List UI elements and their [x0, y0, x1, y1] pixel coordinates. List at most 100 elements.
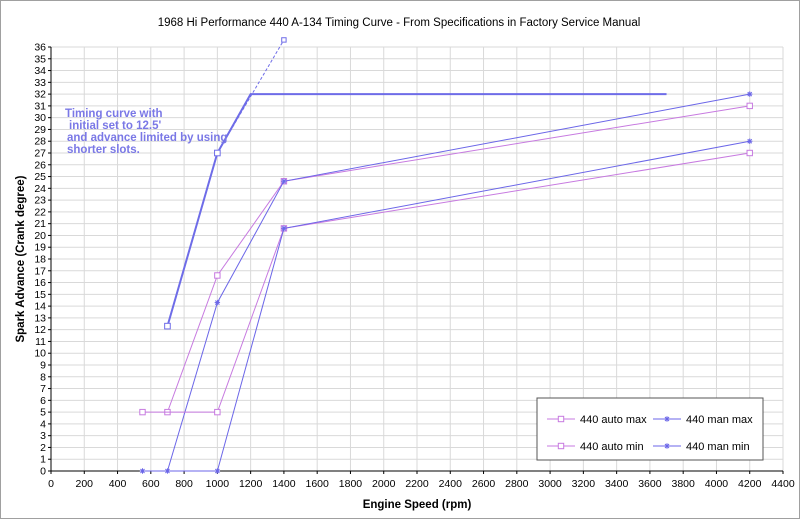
- y-tick-label: 24: [34, 183, 46, 195]
- x-tick-label: 3800: [672, 478, 696, 490]
- data-point-440-man-max: [281, 178, 287, 184]
- series-440-man-max: [164, 91, 753, 474]
- series-line-440-man-min: [142, 140, 750, 472]
- custom-curve-point: [214, 149, 221, 157]
- y-tick-label: 7: [40, 383, 46, 395]
- legend-marker: [664, 443, 670, 449]
- x-tick-label: 0: [48, 478, 54, 490]
- y-tick-label: 33: [34, 77, 46, 89]
- annotation-line: and advance limited by using: [67, 132, 227, 144]
- y-tick-label: 15: [34, 289, 46, 301]
- x-tick-label: 1000: [206, 478, 230, 490]
- y-tick-label: 27: [34, 148, 46, 160]
- x-tick-label: 800: [175, 478, 193, 490]
- x-tick-label: 2800: [505, 478, 529, 490]
- y-tick-label: 31: [34, 100, 46, 112]
- y-tick-label: 12: [34, 324, 46, 336]
- y-tick-label: 21: [34, 218, 46, 230]
- y-tick-label: 20: [34, 230, 46, 242]
- y-tick-label: 30: [34, 112, 46, 124]
- x-tick-label: 4400: [771, 478, 795, 490]
- y-tick-label: 0: [40, 466, 46, 478]
- y-tick-label: 32: [34, 89, 46, 101]
- y-tick-label: 5: [40, 407, 46, 419]
- data-point-440-auto-max: [214, 272, 221, 279]
- legend: 440 auto max 440 man max 440 auto min 440 m…: [536, 397, 764, 461]
- y-tick-label: 11: [35, 336, 46, 348]
- y-tick-label: 23: [34, 195, 46, 207]
- x-tick-label: 1400: [272, 478, 296, 490]
- legend-label: 440 auto max: [580, 414, 647, 426]
- custom-curve-point: [164, 322, 171, 330]
- y-tick-label: 10: [34, 348, 46, 360]
- legend-item-440-man-min: 440 man min: [653, 441, 750, 453]
- y-tick-label: 35: [34, 53, 46, 65]
- y-tick-label: 22: [34, 206, 46, 218]
- series-line-440-man-max: [166, 93, 750, 472]
- x-tick-label: 3600: [638, 478, 662, 490]
- data-point-440-man-min: [281, 225, 287, 232]
- y-axis-ticks: 0123456789101112131415161718192021222324…: [34, 42, 51, 478]
- x-tick-label: 2200: [405, 478, 429, 490]
- y-tick-label: 16: [34, 277, 46, 289]
- annotation-line: initial set to 12.5': [69, 120, 161, 132]
- y-axis-label: Spark Advance (Crank degree): [15, 175, 27, 342]
- x-tick-label: 1800: [339, 478, 363, 490]
- y-tick-label: 6: [40, 395, 46, 407]
- legend-item-440-man-max: 440 man max: [653, 414, 753, 426]
- legend-label: 440 man max: [686, 414, 753, 426]
- data-point-440-auto-max: [746, 102, 753, 110]
- custom-curve-layer: [164, 37, 667, 330]
- y-tick-label: 34: [34, 65, 46, 77]
- data-point-440-man-min: [747, 138, 753, 144]
- legend-marker: [664, 416, 670, 422]
- y-tick-label: 3: [40, 430, 46, 442]
- x-tick-label: 2600: [472, 478, 496, 490]
- legend-item-440-auto-min: 440 auto min: [547, 441, 644, 453]
- legend-marker: [557, 415, 565, 423]
- data-point-440-auto-min: [214, 408, 221, 416]
- legend-box: [536, 397, 764, 461]
- legend-item-440-auto-max: 440 auto max: [547, 414, 647, 426]
- annotation-line: shorter slots.: [67, 144, 140, 156]
- x-tick-label: 3400: [605, 478, 629, 490]
- data-point-440-man-max: [214, 299, 221, 306]
- annotation-text: Timing curve with initial set to 12.5'an…: [65, 108, 227, 156]
- y-tick-label: 28: [34, 136, 46, 148]
- y-tick-label: 8: [40, 371, 46, 383]
- y-tick-label: 13: [34, 312, 46, 324]
- y-tick-label: 14: [34, 301, 46, 313]
- x-tick-label: 400: [109, 478, 127, 490]
- custom-curve-line: [166, 93, 667, 327]
- x-tick-label: 3200: [572, 478, 596, 490]
- x-tick-label: 2400: [439, 478, 463, 490]
- data-point-440-auto-min: [746, 149, 753, 157]
- y-tick-label: 18: [34, 254, 46, 266]
- x-axis-label: Engine Speed (rpm): [363, 499, 472, 511]
- y-tick-label: 29: [34, 124, 46, 136]
- data-point-440-man-min: [139, 468, 146, 474]
- y-tick-label: 25: [34, 171, 46, 183]
- x-tick-label: 1600: [306, 478, 330, 490]
- series-440-man-min: [139, 138, 753, 474]
- y-tick-label: 19: [34, 242, 46, 254]
- data-point-440-auto-min: [139, 408, 146, 416]
- x-tick-label: 600: [142, 478, 160, 490]
- y-tick-label: 4: [40, 418, 46, 430]
- data-point-440-man-min: [214, 468, 221, 474]
- data-point-440-man-max: [747, 91, 753, 97]
- y-tick-label: 26: [34, 159, 46, 171]
- legend-label: 440 man min: [686, 441, 750, 453]
- legend-label: 440 auto min: [580, 441, 644, 453]
- y-tick-label: 1: [40, 454, 46, 466]
- y-tick-label: 17: [34, 265, 46, 277]
- x-tick-label: 2000: [372, 478, 396, 490]
- x-axis-ticks: 0 200 400 600 800 1000 1200 1400 1600 1800 2000 220…: [48, 471, 795, 490]
- y-tick-label: 9: [40, 360, 46, 372]
- custom-curve-point: [281, 37, 287, 43]
- x-tick-label: 3000: [538, 478, 562, 490]
- y-tick-label: 36: [34, 42, 46, 54]
- series-line-440-auto-max: [166, 105, 750, 413]
